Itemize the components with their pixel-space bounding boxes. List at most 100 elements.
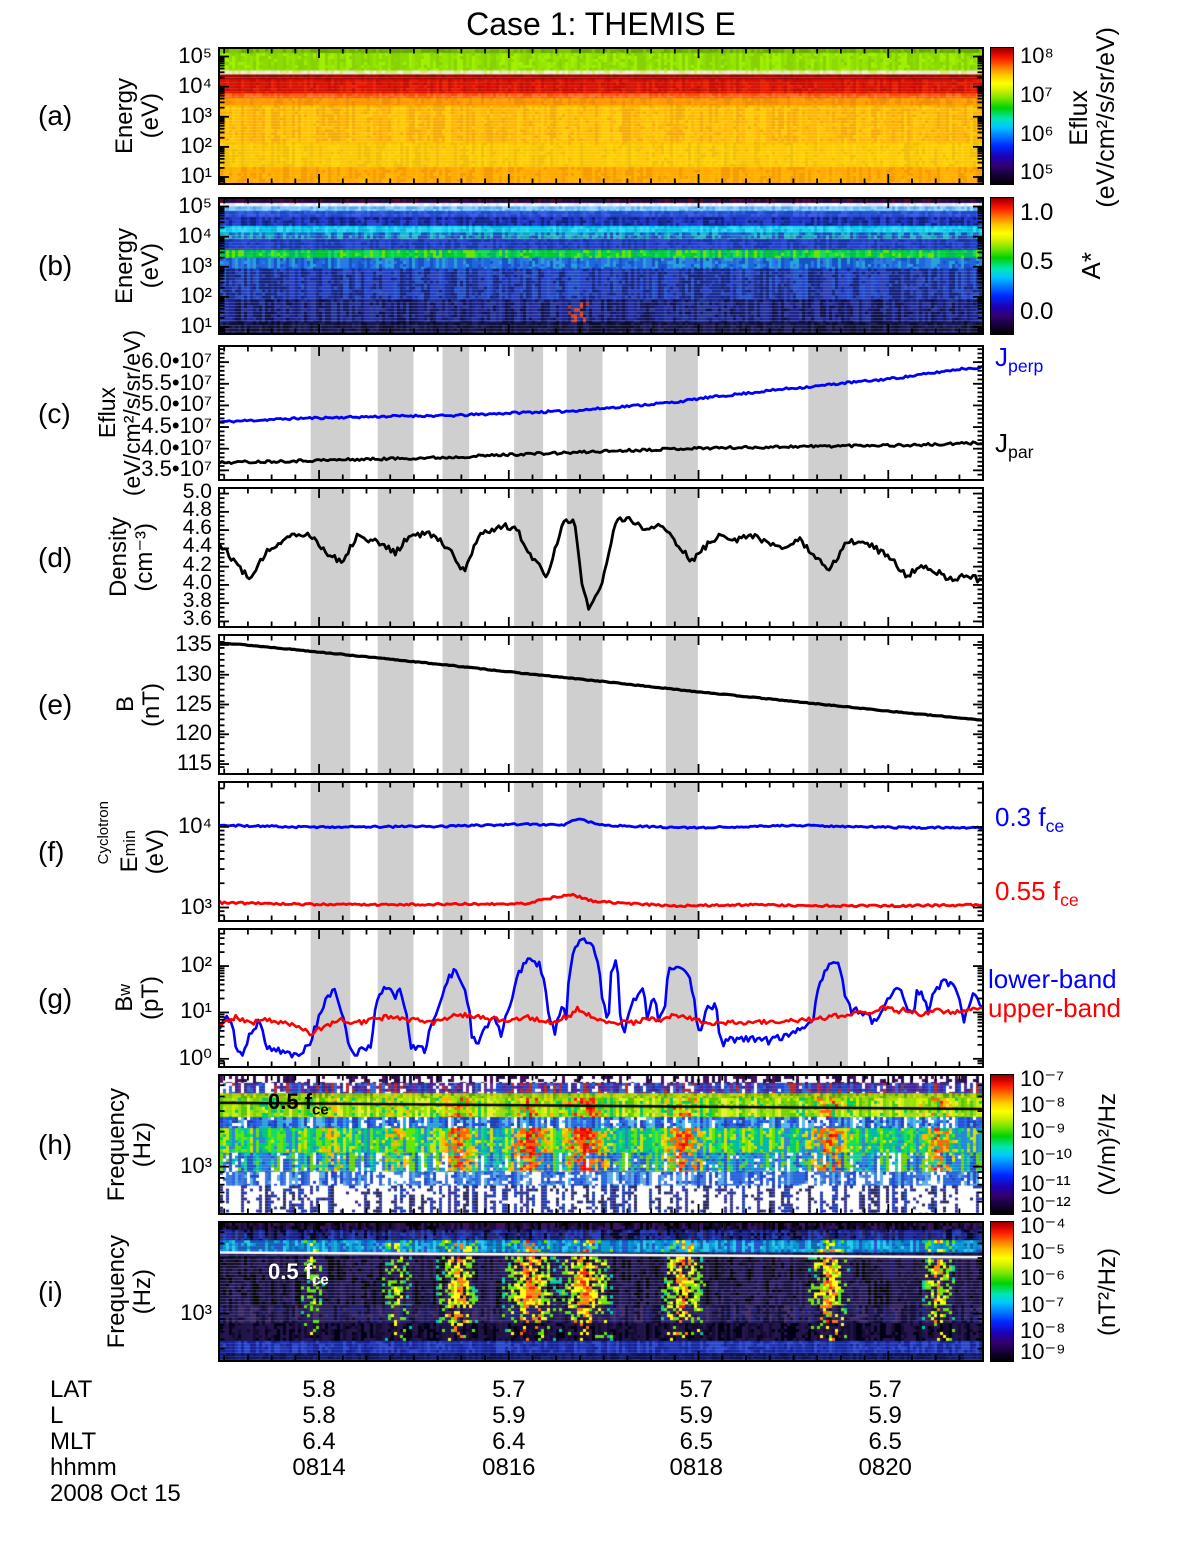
time-value-L-1: 5.9	[492, 1402, 526, 1429]
panel-f-letter: (f)	[38, 836, 65, 867]
colorbar-tick-label-a: 10⁷	[1020, 81, 1053, 107]
ytick-label-c: 4.5•10⁷	[141, 413, 212, 439]
time-row-label-LAT: LAT	[50, 1376, 93, 1403]
panel-e-ylabel-name: B	[111, 696, 139, 713]
panel-i-fce-annotation: 0.5 fce	[268, 1259, 329, 1289]
panel-g-ytick-labels: 10² 10¹ 10⁰	[150, 928, 212, 1070]
panel-i-axes	[220, 1223, 982, 1360]
time-value-MLT-3: 6.5	[868, 1428, 902, 1455]
panel-d-lines	[220, 489, 982, 626]
panel-e-letter: (e)	[38, 689, 73, 720]
colorbar-tick-label-b: 0.0	[1020, 298, 1054, 326]
time-value-hhmm-0: 0814	[292, 1454, 346, 1481]
panel-b-letter: (b)	[38, 250, 73, 281]
ytick-label-f: 10³	[180, 893, 212, 919]
ytick-label-h: 10³	[180, 1152, 212, 1178]
panel-f-plot	[218, 781, 984, 922]
panel-i-ylabel-name: Frequency	[102, 1234, 130, 1349]
colorbar-tick-label-a: 10⁸	[1020, 43, 1054, 69]
time-value-L-3: 5.9	[868, 1402, 902, 1429]
time-value-LAT-3: 5.7	[868, 1376, 902, 1403]
ytick-label-d: 4.0	[182, 570, 212, 594]
panel-g-letter: (g)	[38, 983, 73, 1014]
colorbar-tick-label-h: 10⁻⁸	[1020, 1091, 1066, 1117]
panel-h-fce-annotation: 0.5 fce	[268, 1089, 329, 1119]
panel-f-ytick-labels: 10⁴ 10³	[150, 781, 212, 922]
legend-055fce: 0.55 fce	[995, 876, 1079, 911]
ytick-label-g: 10¹	[180, 998, 212, 1024]
panel-h-letter: (h)	[38, 1129, 73, 1160]
ytick-label-c: 4.0•10⁷	[141, 434, 212, 460]
ytick-label-g: 10⁰	[178, 1044, 212, 1070]
ytick-label-a: 10²	[180, 132, 212, 158]
panel-h-ylabel-name: Frequency	[102, 1087, 130, 1202]
ytick-label-b: 10²	[180, 282, 212, 308]
ytick-label-a: 10¹	[180, 162, 212, 188]
ytick-label-d: 4.8	[182, 497, 212, 521]
ytick-label-f: 10⁴	[178, 812, 212, 838]
colorbar-tick-label-i: 10⁻⁴	[1020, 1213, 1066, 1239]
ytick-label-c: 5.0•10⁷	[141, 391, 212, 417]
panel-c-plot	[218, 345, 984, 481]
time-value-hhmm-1: 0816	[482, 1454, 536, 1481]
panel-d-ytick-labels: 5.0 4.8 4.6 4.4 4.2 4.0 3.8 3.6	[146, 480, 212, 631]
ytick-label-e: 125	[175, 690, 212, 716]
time-value-hhmm-3: 0820	[858, 1454, 912, 1481]
legend-jperp: Jperp	[995, 342, 1044, 377]
spectrogram-b-canvas	[220, 199, 982, 333]
colorbar-h-tick-labels: 10⁻⁷ 10⁻⁸ 10⁻⁹ 10⁻¹⁰ 10⁻¹¹ 10⁻¹²	[1020, 1066, 1110, 1216]
figure-title: Case 1: THEMIS E	[466, 6, 736, 42]
panel-d-letter: (d)	[38, 542, 73, 573]
spectrogram-a-canvas	[220, 49, 982, 183]
colorbar-tick-label-i: 10⁻⁶	[1020, 1265, 1066, 1291]
ytick-label-b: 10⁴	[178, 222, 212, 248]
ytick-label-b: 10¹	[180, 312, 212, 338]
legend-lower-band: lower-band	[988, 964, 1117, 994]
ytick-label-e: 130	[175, 660, 212, 686]
ytick-label-c: 3.5•10⁷	[141, 456, 212, 482]
time-value-hhmm-2: 0818	[669, 1454, 723, 1481]
panel-c-letter: (c)	[38, 398, 71, 429]
panel-f-lines	[220, 783, 982, 920]
panel-b-ytick-labels: 10⁵ 10⁴ 10³ 10² 10¹	[130, 193, 212, 338]
panel-h-ytick-labels: 10³	[150, 1074, 212, 1215]
colorbar-tick-label-h: 10⁻⁹	[1020, 1118, 1066, 1144]
ytick-label-d: 5.0	[182, 479, 212, 503]
panel-i-ytick-labels: 10³	[150, 1221, 212, 1362]
ytick-label-d: 4.2	[182, 552, 212, 576]
panel-g-lines	[220, 930, 982, 1066]
legend-jpar: Jpar	[995, 428, 1034, 463]
panel-a-plot	[218, 47, 984, 185]
panel-d-plot	[218, 487, 984, 628]
panel-b-plot	[218, 197, 984, 335]
panel-b-axes	[220, 199, 982, 333]
panel-f-ylabel-sup: Cyclotron	[94, 788, 114, 878]
ytick-label-a: 10³	[180, 102, 212, 128]
legend-03fce: 0.3 fce	[995, 802, 1065, 837]
panel-i-plot	[218, 1221, 984, 1362]
colorbar-i-tick-labels: 10⁻⁴ 10⁻⁵ 10⁻⁶ 10⁻⁷ 10⁻⁸ 10⁻⁹	[1020, 1213, 1110, 1363]
panel-e-ytick-labels: 135 130 125 120 115	[138, 631, 212, 775]
colorbar-tick-label-h: 10⁻¹⁰	[1020, 1145, 1073, 1171]
colorbar-tick-label-a: 10⁶	[1020, 120, 1054, 146]
panel-a-letter: (a)	[38, 100, 73, 131]
colorbar-tick-label-b: 1.0	[1020, 198, 1054, 226]
ytick-label-d: 4.6	[182, 516, 212, 540]
colorbar-h	[990, 1074, 1014, 1215]
ytick-label-g: 10²	[180, 952, 212, 978]
time-value-L-0: 5.8	[302, 1402, 336, 1429]
panel-f-ylabel-cyclotron: Cyclotron	[95, 801, 113, 865]
ytick-label-e: 120	[175, 720, 212, 746]
spectrogram-h-canvas	[220, 1076, 982, 1213]
colorbar-a	[990, 47, 1014, 185]
panel-c-ytick-labels: 6.0•10⁷ 5.5•10⁷ 5.0•10⁷ 4.5•10⁷ 4.0•10⁷ 3.5•1…	[96, 345, 212, 481]
time-value-L-2: 5.9	[679, 1402, 713, 1429]
colorbar-a-tick-labels: 10⁸ 10⁷ 10⁶ 10⁵	[1020, 43, 1110, 185]
panel-e-plot	[218, 634, 984, 775]
panel-h-axes	[220, 1076, 982, 1213]
colorbar-tick-label-h: 10⁻⁷	[1020, 1066, 1065, 1092]
panel-i-letter: (i)	[38, 1276, 63, 1307]
date-label: 2008 Oct 15	[50, 1480, 181, 1507]
colorbar-tick-label-h: 10⁻¹¹	[1020, 1170, 1071, 1196]
panel-c-lines	[220, 347, 982, 479]
